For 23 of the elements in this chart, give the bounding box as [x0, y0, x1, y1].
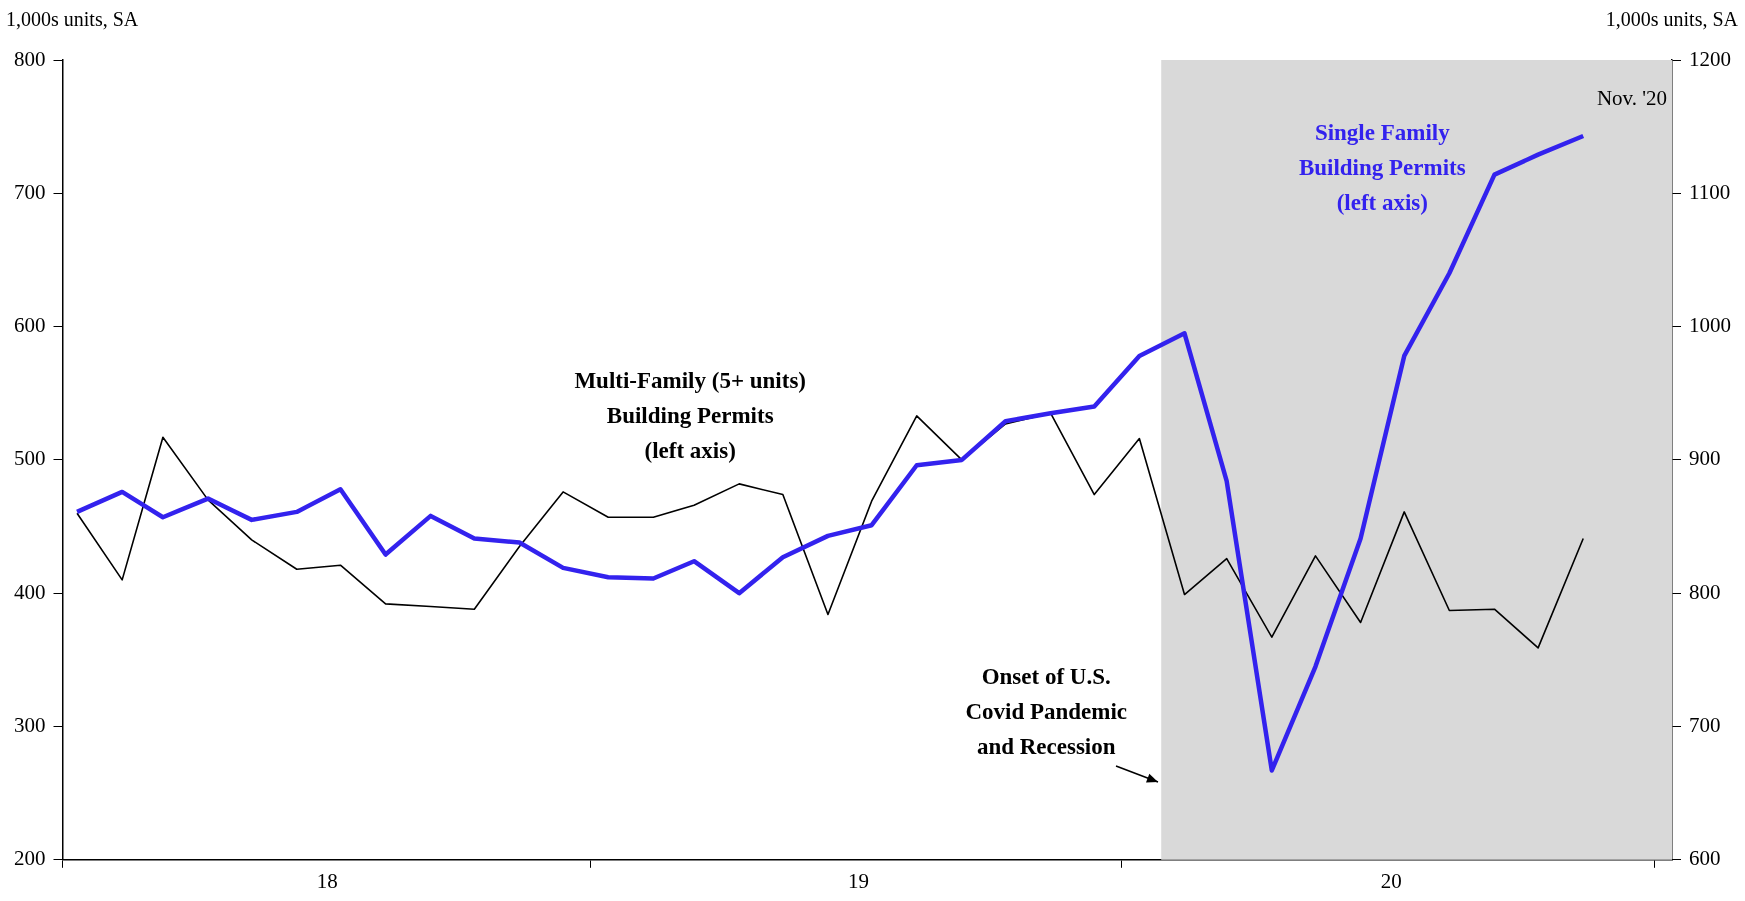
y2-tick-label: 900 — [1689, 446, 1721, 471]
y-tick-label: 200 — [14, 846, 46, 871]
y2-axis-title: 1,000s units, SA — [1605, 8, 1739, 30]
y2-tick-label: 1000 — [1689, 313, 1731, 338]
y-tick-label: 800 — [14, 46, 46, 71]
y-tick-label: 600 — [14, 313, 46, 338]
band-label: Onset of U.S. Covid Pandemic and Recession — [965, 663, 1128, 759]
annotation: Nov. '20 — [1596, 86, 1667, 110]
y-tick-label: 400 — [14, 579, 46, 604]
x-tick-label: 20 — [1380, 868, 1402, 893]
y2-tick-label: 600 — [1689, 846, 1721, 871]
y2-tick-label: 1100 — [1689, 179, 1731, 204]
y-tick-label: 300 — [14, 713, 46, 738]
y-tick-label: 500 — [14, 446, 46, 471]
y2-tick-label: 800 — [1689, 579, 1721, 604]
y-tick-label: 700 — [14, 179, 46, 204]
series-label: Single Family Building Permits (left axis) — [1298, 119, 1466, 215]
y-axis-title: 1,000s units, SA — [6, 8, 139, 30]
x-tick-label: 18 — [316, 868, 338, 893]
x-tick-label: 19 — [848, 868, 870, 893]
y2-tick-label: 1200 — [1689, 46, 1731, 71]
series-label: Multi-Family (5+ units) Building Permits (left axis) — [574, 367, 807, 463]
y2-tick-label: 700 — [1689, 713, 1721, 738]
